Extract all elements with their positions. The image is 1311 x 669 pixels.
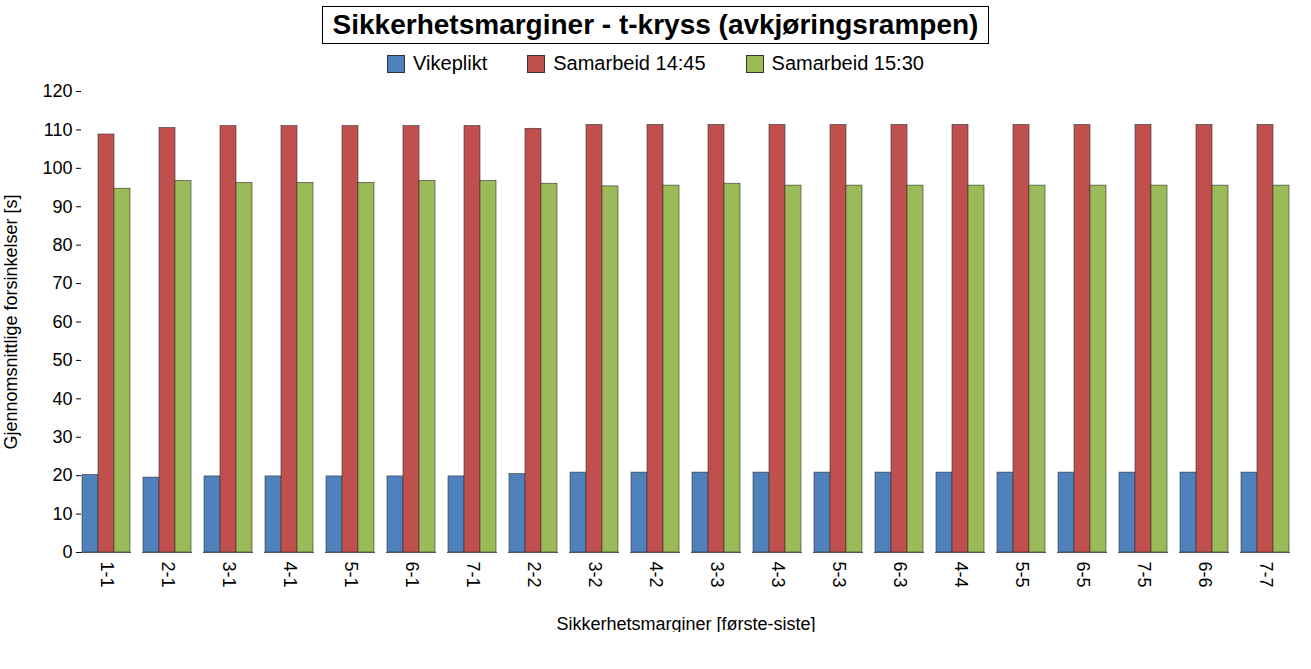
- svg-text:2-1: 2-1: [158, 562, 178, 588]
- svg-text:6-3: 6-3: [890, 562, 910, 588]
- svg-text:60: 60: [52, 312, 72, 332]
- html-text:Vikeplikt: Vikeplikt: [413, 52, 488, 74]
- svg-text:10: 10: [52, 504, 72, 524]
- svg-text:Gjennomsnittlige forsinkelser: Gjennomsnittlige forsinkelser [s]: [1, 194, 21, 449]
- svg-text:2-2: 2-2: [524, 562, 544, 588]
- svg-text:1-1: 1-1: [97, 562, 117, 588]
- svg-text:120: 120: [42, 81, 72, 101]
- svg-text:7-5: 7-5: [1134, 562, 1154, 588]
- svg-text:3-1: 3-1: [219, 562, 239, 588]
- svg-text:50: 50: [52, 350, 72, 370]
- svg-text:5-5: 5-5: [1012, 562, 1032, 588]
- svg-text:4-2: 4-2: [646, 562, 666, 588]
- svg-text:110: 110: [44, 120, 73, 140]
- svg-text:6-1: 6-1: [402, 562, 422, 588]
- svg-text:3-3: 3-3: [707, 562, 727, 588]
- svg-text:6-5: 6-5: [1073, 562, 1093, 588]
- svg-text:6-6: 6-6: [1195, 562, 1215, 588]
- svg-text:5-1: 5-1: [341, 562, 361, 588]
- html-text:Sikkerhetsmarginer - t-kryss (: Sikkerhetsmarginer - t-kryss (avkjørings…: [332, 9, 979, 40]
- svg-text:90: 90: [52, 197, 72, 217]
- svg-text:0: 0: [62, 542, 72, 562]
- svg-text:30: 30: [52, 427, 72, 447]
- html-text:Samarbeid 14:45: Samarbeid 14:45: [553, 52, 706, 74]
- svg-text:4-4: 4-4: [951, 562, 971, 588]
- svg-text:5-3: 5-3: [829, 562, 849, 588]
- svg-text:7-7: 7-7: [1256, 562, 1276, 588]
- svg-text:7-1: 7-1: [463, 562, 483, 588]
- svg-text:70: 70: [52, 273, 72, 293]
- svg-text:4-1: 4-1: [280, 562, 300, 588]
- svg-text:100: 100: [42, 158, 72, 178]
- svg-text:80: 80: [52, 235, 72, 255]
- svg-text:Sikkerhetsmarginer [første-sis: Sikkerhetsmarginer [første-siste]: [556, 614, 815, 633]
- svg-text:20: 20: [52, 465, 72, 485]
- svg-text:40: 40: [52, 389, 72, 409]
- svg-text:4-3: 4-3: [768, 562, 788, 588]
- html-text:Samarbeid 15:30: Samarbeid 15:30: [771, 52, 924, 74]
- svg-text:3-2: 3-2: [585, 562, 605, 588]
